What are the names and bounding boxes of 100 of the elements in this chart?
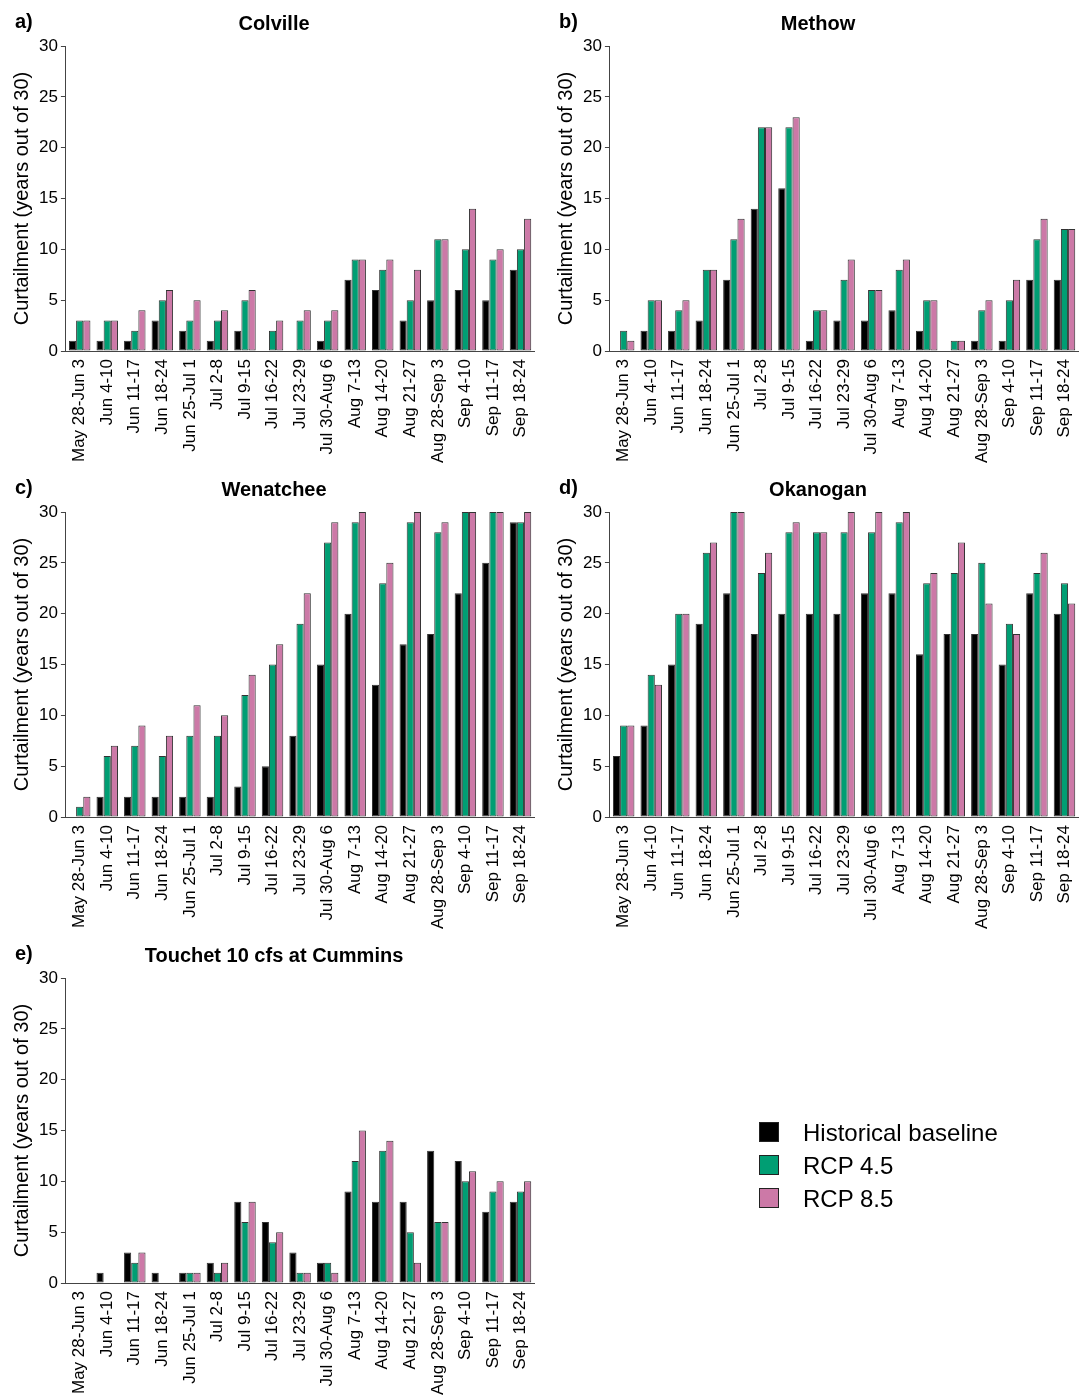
y-tick-label: 25 [38, 1018, 58, 1038]
legend-label: RCP 4.5 [803, 1150, 894, 1181]
legend-label: RCP 8.5 [803, 1183, 894, 1214]
x-tick-label: Aug 21-27 [399, 359, 419, 438]
x-tick-label: Jul 2-8 [751, 359, 771, 411]
y-tick-label: 0 [592, 806, 602, 826]
y-tick-label: 15 [582, 188, 602, 208]
x-tick-label: Aug 7-13 [344, 1291, 364, 1361]
x-tick-label: Jul 16-22 [806, 359, 826, 429]
x-tick-label: Jul 9-15 [778, 359, 798, 420]
x-tick-label: Jul 23-29 [833, 825, 853, 895]
y-tick-label: 0 [48, 1272, 58, 1292]
x-tick-label: Aug 21-27 [943, 359, 963, 438]
y-tick-label: 10 [38, 705, 58, 725]
x-tick-label: Jul 2-8 [207, 1291, 227, 1343]
x-tick-label: Aug 14-20 [372, 359, 392, 438]
x-tick-label: Sep 4-10 [999, 359, 1019, 429]
y-tick-label: 30 [38, 967, 58, 987]
x-tick-label: Jul 2-8 [207, 359, 227, 411]
x-tick-label: Jun 11-17 [668, 359, 688, 434]
x-tick-label: Jul 30-Aug 6 [317, 359, 337, 455]
chart-title: Colville [238, 11, 310, 34]
y-axis-title: Curtailment (years out of 30) [553, 537, 576, 792]
y-tick-label: 25 [582, 552, 602, 572]
x-tick-label: Jun 18-24 [152, 825, 172, 901]
y-tick-label: 20 [38, 137, 58, 157]
x-tick-label: Aug 28-Sep 3 [971, 359, 991, 463]
x-tick-label: Jul 30-Aug 6 [861, 359, 881, 455]
x-tick-label: Jun 4-10 [640, 359, 660, 426]
x-tick-label: Aug 28-Sep 3 [427, 359, 447, 463]
y-axis-title: Curtailment (years out of 30) [553, 71, 576, 326]
x-tick-label: Aug 28-Sep 3 [971, 825, 991, 929]
x-tick-label: Jun 18-24 [696, 825, 716, 901]
x-tick-label: Aug 7-13 [344, 825, 364, 895]
x-tick-label: May 28-Jun 3 [69, 359, 89, 463]
y-tick-label: 30 [582, 501, 602, 521]
x-tick-label: May 28-Jun 3 [613, 825, 633, 929]
x-tick-label: Sep 11-17 [1026, 359, 1046, 437]
x-tick-label: Aug 14-20 [372, 825, 392, 904]
text: a) [15, 9, 33, 32]
y-tick-label: 0 [592, 340, 602, 360]
x-tick-label: Jun 25-Jul 1 [179, 1291, 199, 1384]
x-tick-label: Sep 18-24 [510, 359, 530, 438]
x-tick-label: Jul 9-15 [234, 825, 254, 886]
x-tick-label: Jul 23-29 [833, 359, 853, 429]
y-tick-label: 5 [48, 289, 58, 309]
x-tick-label: Jul 23-29 [289, 1291, 309, 1361]
x-tick-label: Jun 18-24 [152, 1291, 172, 1367]
x-tick-label: Jul 30-Aug 6 [861, 825, 881, 921]
x-tick-label: Aug 28-Sep 3 [427, 825, 447, 929]
x-tick-label: Aug 7-13 [344, 359, 364, 429]
x-tick-label: Sep 4-10 [455, 359, 475, 429]
x-tick-label: May 28-Jun 3 [69, 1291, 89, 1395]
y-tick-label: 10 [38, 1171, 58, 1191]
y-tick-label: 10 [38, 239, 58, 259]
x-tick-label: Aug 21-27 [399, 825, 419, 904]
y-tick-label: 0 [48, 340, 58, 360]
y-tick-label: 20 [582, 603, 602, 623]
x-tick-label: Jul 16-22 [806, 825, 826, 895]
x-tick-label: Jul 23-29 [289, 359, 309, 429]
x-tick-label: Sep 11-17 [482, 359, 502, 437]
text: e) [15, 941, 33, 964]
x-tick-label: Aug 21-27 [943, 825, 963, 904]
x-tick-label: Jun 4-10 [640, 825, 660, 892]
y-tick-label: 25 [38, 552, 58, 572]
x-tick-label: Jul 16-22 [262, 825, 282, 895]
y-tick-label: 15 [38, 188, 58, 208]
x-tick-label: Jul 9-15 [234, 359, 254, 420]
x-tick-label: Jun 4-10 [96, 359, 116, 426]
y-axis-title: Curtailment (years out of 30) [9, 1003, 32, 1258]
x-tick-label: May 28-Jun 3 [69, 825, 89, 929]
y-tick-label: 30 [38, 35, 58, 55]
x-tick-label: Jun 11-17 [668, 825, 688, 900]
y-tick-label: 20 [582, 137, 602, 157]
x-tick-label: Aug 14-20 [916, 825, 936, 904]
x-tick-label: Sep 18-24 [510, 825, 530, 904]
chart-title: Methow [780, 11, 856, 34]
x-tick-label: May 28-Jun 3 [613, 359, 633, 463]
y-tick-label: 15 [582, 654, 602, 674]
y-tick-label: 30 [38, 501, 58, 521]
x-tick-label: Aug 14-20 [916, 359, 936, 438]
text: c) [15, 475, 33, 498]
x-tick-label: Sep 11-17 [482, 825, 502, 903]
x-tick-label: Jun 25-Jul 1 [179, 359, 199, 452]
x-tick-label: Sep 18-24 [1054, 825, 1074, 904]
y-tick-label: 5 [592, 755, 602, 775]
x-tick-label: Aug 7-13 [888, 825, 908, 895]
x-tick-label: Jun 18-24 [152, 359, 172, 435]
x-tick-label: Sep 4-10 [455, 1291, 475, 1361]
y-tick-label: 20 [38, 1069, 58, 1089]
x-tick-label: Sep 18-24 [510, 1291, 530, 1370]
y-tick-label: 5 [592, 289, 602, 309]
x-tick-label: Jul 30-Aug 6 [317, 1291, 337, 1387]
x-tick-label: Jul 2-8 [751, 825, 771, 877]
y-tick-label: 20 [38, 603, 58, 623]
x-tick-label: Aug 21-27 [399, 1291, 419, 1370]
x-tick-label: Sep 11-17 [1026, 825, 1046, 903]
x-tick-label: Jun 11-17 [124, 825, 144, 900]
x-tick-label: Jul 9-15 [234, 1291, 254, 1352]
x-tick-label: Aug 14-20 [372, 1291, 392, 1370]
